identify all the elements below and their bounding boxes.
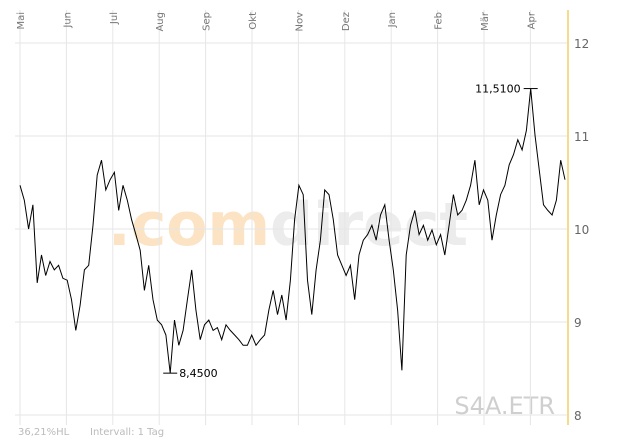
annotation-label: 8,4500	[179, 367, 218, 380]
price-line	[19, 88, 566, 374]
x-tick-label: Dez	[341, 12, 352, 31]
x-tick-label: Aug	[155, 12, 166, 32]
watermark-part: direct	[270, 190, 468, 260]
symbol: S4A.ETR	[454, 392, 555, 420]
y-tick-label: 12	[574, 37, 589, 51]
x-tick-label: Jul	[109, 12, 120, 25]
annotation-label: 11,5100	[475, 83, 521, 96]
y-tick-label: 8	[574, 409, 582, 423]
watermark-part: .com	[108, 190, 270, 260]
x-tick-label: Mai	[16, 12, 27, 30]
footer-text: Intervall: 1 Tag	[90, 427, 164, 438]
y-tick-label: 9	[574, 316, 582, 330]
y-tick-label: 10	[574, 223, 589, 237]
x-tick-label: Mär	[480, 11, 491, 31]
x-tick-label: Apr	[526, 11, 537, 29]
x-tick-label: Nov	[294, 12, 305, 32]
x-tick-label: Sep	[202, 12, 213, 31]
x-tick-label: Jan	[387, 12, 398, 28]
x-tick-label: Jun	[62, 12, 73, 29]
y-tick-label: 11	[574, 130, 589, 144]
footer-text: 36,21%HL	[18, 427, 70, 438]
x-tick-label: Feb	[434, 12, 445, 30]
x-tick-label: Okt	[248, 12, 259, 30]
watermark: .comdirect	[108, 190, 468, 260]
